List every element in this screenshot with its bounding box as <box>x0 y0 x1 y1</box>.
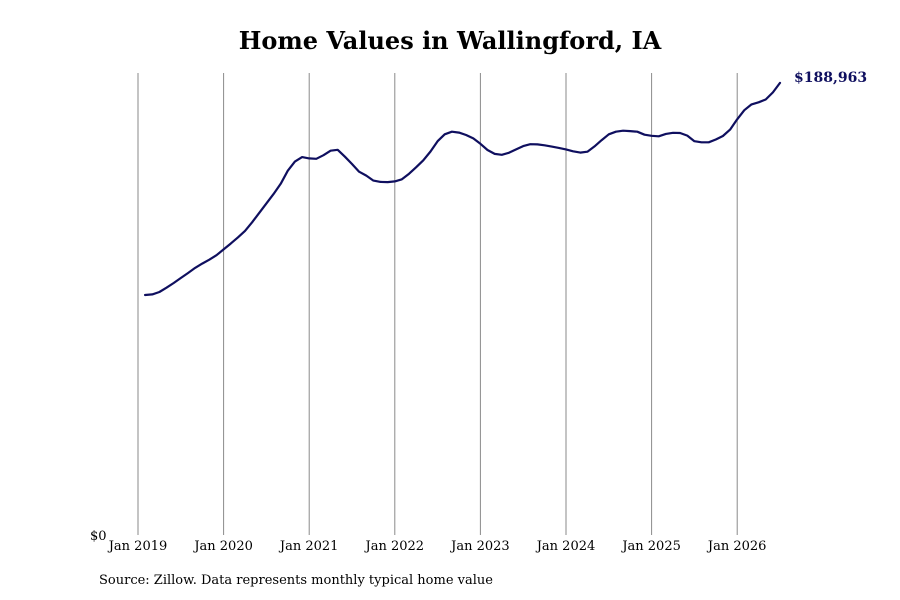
x-tick-label: Jan 2026 <box>706 539 767 554</box>
end-value-label: $188,963 <box>794 70 867 86</box>
x-tick-label: Jan 2020 <box>192 539 253 554</box>
chart-title: Home Values in Wallingford, IA <box>238 26 662 55</box>
x-tick-label: Jan 2021 <box>278 539 339 554</box>
x-tick-label: Jan 2024 <box>535 539 596 554</box>
x-axis-tick-labels: Jan 2019 Jan 2020 Jan 2021 Jan 2022 Jan 2023… <box>107 539 767 554</box>
y-axis-zero-label: $0 <box>90 529 107 544</box>
x-tick-label: Jan 2025 <box>620 539 681 554</box>
home-value-series-line <box>144 81 782 297</box>
vertical-gridlines <box>137 73 738 535</box>
x-tick-label: Jan 2023 <box>449 539 510 554</box>
x-tick-label: Jan 2022 <box>364 539 425 554</box>
source-note: Source: Zillow. Data represents monthly … <box>99 573 493 588</box>
x-tick-label: Jan 2019 <box>107 539 168 554</box>
